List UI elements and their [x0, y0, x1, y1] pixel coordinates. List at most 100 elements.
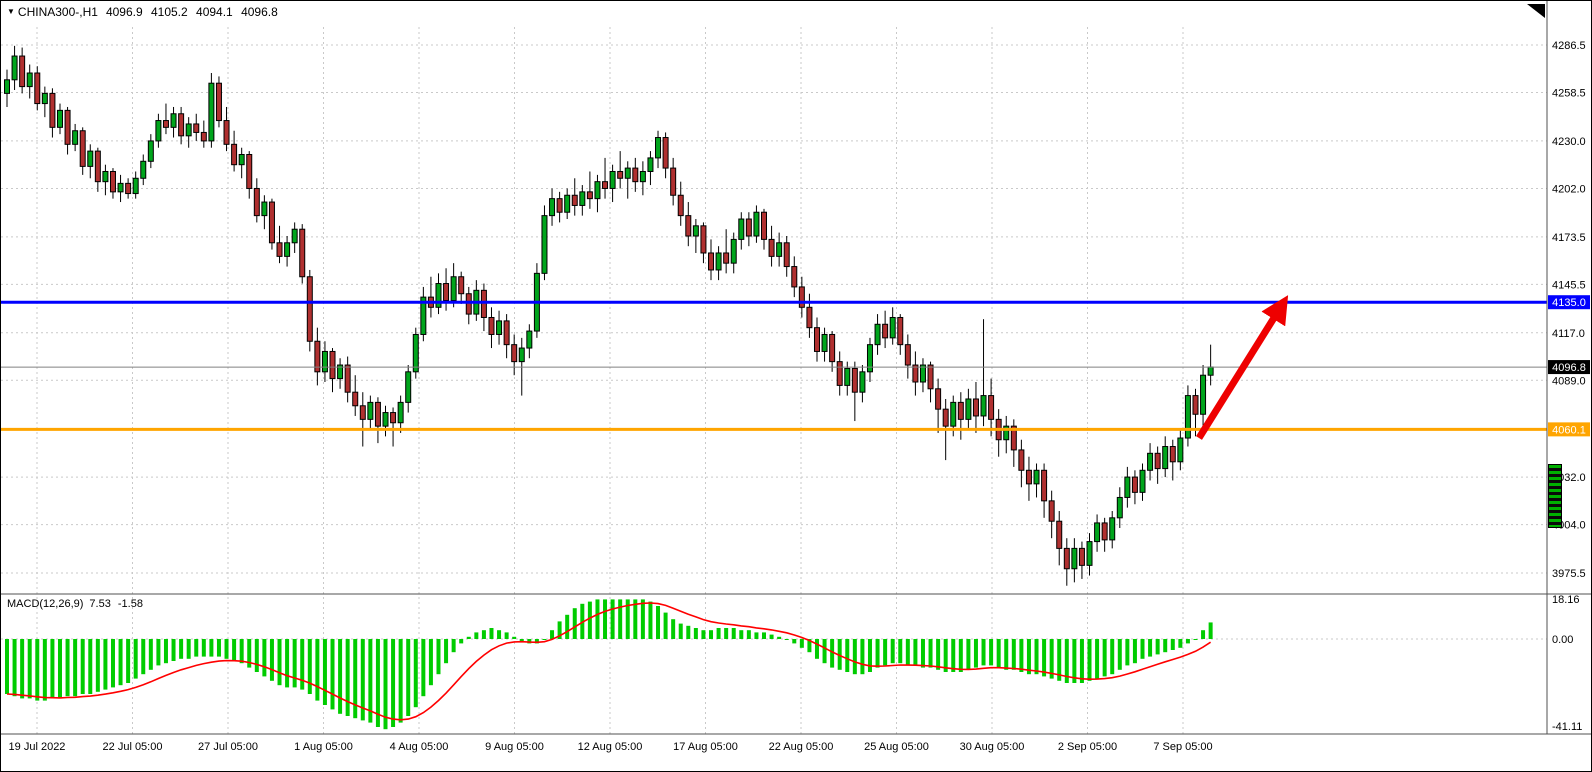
macd-bar	[466, 636, 471, 639]
time-axis-label: 7 Sep 05:00	[1153, 741, 1212, 753]
macd-bar	[338, 639, 343, 714]
candle-body	[223, 120, 230, 145]
candle-body	[972, 398, 979, 417]
macd-bar	[201, 639, 206, 657]
macd-bar	[936, 639, 941, 670]
macd-bar	[239, 639, 244, 664]
macd-bar	[148, 639, 153, 670]
candle-body	[904, 344, 911, 366]
price-badge	[1548, 422, 1590, 437]
candle-body	[344, 364, 351, 393]
candle-body	[942, 408, 949, 427]
candle-body	[19, 55, 26, 88]
macd-bar	[913, 639, 918, 666]
candle-body	[1018, 449, 1025, 471]
candle-body	[276, 242, 283, 257]
price-axis-label: 3975.5	[1552, 568, 1586, 580]
candle-body	[1048, 500, 1055, 522]
macd-bar	[1140, 639, 1145, 659]
macd-label: MACD(12,26,9)	[7, 598, 84, 610]
macd-bar	[595, 599, 600, 639]
candle-body	[488, 316, 495, 335]
macd-bar	[1079, 639, 1084, 683]
macd-bar	[391, 639, 396, 727]
candle-body	[511, 344, 518, 363]
candle-body	[390, 412, 397, 424]
candle-body	[162, 120, 169, 128]
macd-bar	[989, 639, 994, 666]
macd-bar	[12, 639, 17, 697]
macd-bar	[216, 639, 221, 657]
candle-body	[238, 154, 245, 166]
macd-bar	[133, 639, 138, 679]
candle-body	[215, 82, 222, 122]
macd-bar	[179, 639, 184, 659]
macd-bar	[830, 639, 835, 668]
candles-layer	[4, 45, 1214, 586]
macd-bar	[656, 606, 661, 639]
candle-body	[1010, 425, 1017, 451]
price-axis-label: 4173.5	[1552, 232, 1586, 244]
macd-bar	[481, 630, 486, 639]
time-axis[interactable]: 19 Jul 2022 22 Jul 05:00 27 Jul 05:00 1 Aug…	[9, 741, 1213, 753]
candle-body	[193, 123, 200, 133]
macd-bar	[1193, 639, 1198, 640]
trend-arrow[interactable]	[1196, 295, 1289, 440]
macd-bar	[973, 639, 978, 668]
macd-bar	[603, 599, 608, 639]
price-axis[interactable]: 4286.5 4258.5 4230.0 4202.0 4173.5 4145.5 4117…	[1552, 40, 1586, 580]
macd-bar	[527, 639, 532, 644]
price-badge-label: 4060.1	[1552, 424, 1586, 436]
candle-body	[284, 242, 291, 257]
candle-body	[253, 187, 260, 217]
candle-body	[367, 401, 374, 420]
macd-bar	[406, 639, 411, 716]
candle-body	[1101, 522, 1108, 541]
macd-signal-line	[6, 602, 1212, 721]
macd-bar	[1148, 639, 1153, 657]
macd-bar	[671, 619, 676, 639]
candle-body	[829, 333, 836, 363]
candle-body	[352, 391, 359, 407]
time-axis-label: 12 Aug 05:00	[578, 741, 643, 753]
macd-bar	[799, 639, 804, 648]
candle-body	[1078, 547, 1085, 566]
macd-bar	[981, 639, 986, 666]
macd-bar	[209, 639, 214, 657]
candle-body	[56, 109, 63, 128]
price-badge-label: 4135.0	[1552, 297, 1586, 309]
candle-body	[34, 72, 41, 105]
macd-bar	[1208, 622, 1213, 639]
candle-body	[170, 113, 177, 128]
candle-body	[1192, 395, 1199, 415]
symbol-info-bar: ▼ CHINA300-,H1 4096.9 4105.2 4094.1 4096.8	[7, 5, 278, 19]
macd-bar	[497, 630, 502, 639]
macd-bar	[1201, 630, 1206, 639]
candle-body	[708, 252, 715, 271]
axis-overlay-artifact	[1548, 464, 1562, 528]
candle-body	[1131, 476, 1138, 493]
time-axis-label: 22 Jul 05:00	[103, 741, 163, 753]
candle-body	[919, 364, 926, 383]
chart-shift-marker-icon[interactable]	[1527, 4, 1545, 18]
candle-body	[314, 340, 321, 373]
macd-bar	[436, 639, 441, 675]
collapse-chart-icon[interactable]: ▼	[7, 7, 15, 16]
candle-body	[412, 333, 419, 373]
macd-bar	[512, 636, 517, 639]
candle-body	[556, 198, 563, 213]
macd-bar	[746, 630, 751, 639]
macd-bar	[519, 639, 524, 642]
macd-bar	[852, 639, 857, 675]
candle-body	[140, 160, 147, 179]
macd-bar	[489, 628, 494, 639]
candle-body	[1003, 425, 1010, 441]
macd-bar	[27, 639, 32, 699]
macd-bar	[890, 639, 895, 664]
candle-body	[602, 181, 609, 189]
candle-body	[526, 330, 533, 349]
macd-bar	[807, 639, 812, 653]
candle-body	[299, 228, 306, 278]
macd-bar	[550, 630, 555, 639]
